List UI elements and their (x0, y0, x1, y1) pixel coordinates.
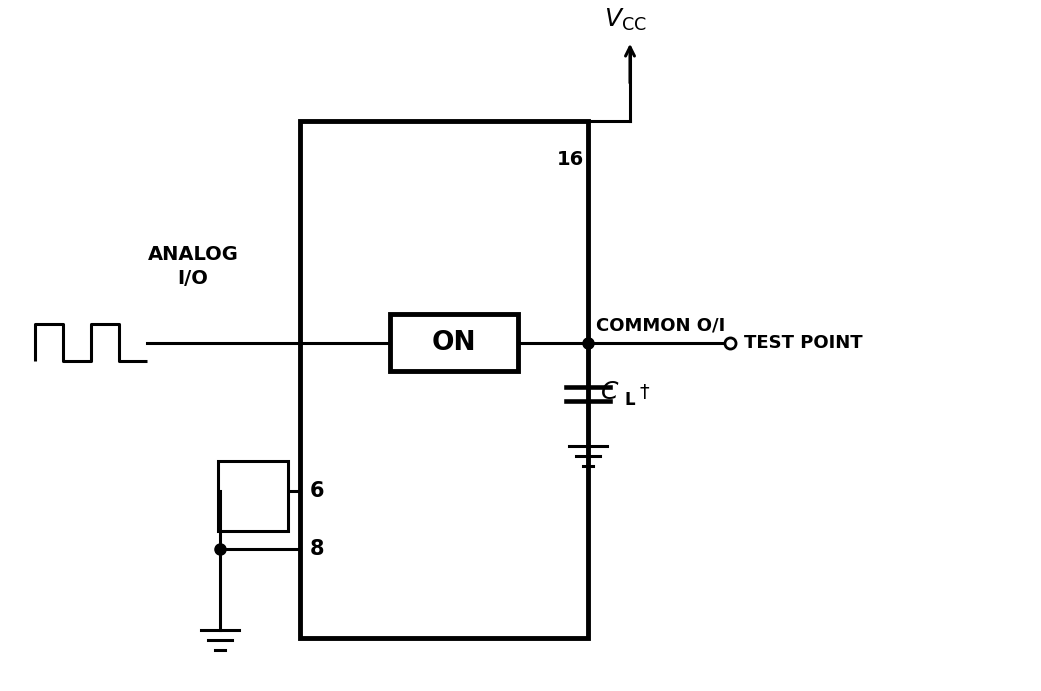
Bar (218, 461, 288, 531)
Text: ANALOG
I/O: ANALOG I/O (148, 245, 238, 288)
Text: COMMON O/I: COMMON O/I (596, 316, 726, 334)
Text: $C$: $C$ (600, 380, 619, 404)
Bar (300, 120, 588, 638)
Text: ON: ON (432, 330, 476, 356)
Text: †: † (640, 383, 650, 402)
Bar (390, 314, 518, 372)
Text: L: L (624, 391, 635, 409)
Text: 6: 6 (310, 481, 325, 501)
Text: 16: 16 (557, 151, 584, 169)
Text: TEST POINT: TEST POINT (744, 334, 863, 352)
Text: $V_{\mathrm{CC}}$: $V_{\mathrm{CC}}$ (604, 7, 646, 33)
Text: 8: 8 (310, 539, 325, 558)
